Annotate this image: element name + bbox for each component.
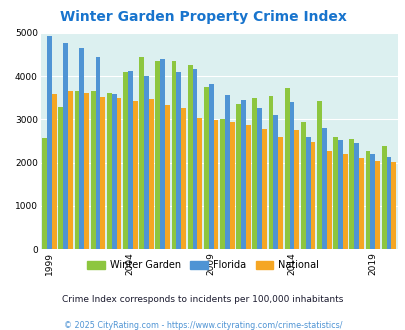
- Bar: [386, 157, 390, 249]
- Bar: [63, 43, 68, 249]
- Bar: [192, 69, 197, 249]
- Bar: [342, 154, 347, 249]
- Bar: [289, 102, 294, 249]
- Bar: [95, 57, 100, 249]
- Text: Crime Index corresponds to incidents per 100,000 inhabitants: Crime Index corresponds to incidents per…: [62, 295, 343, 304]
- Bar: [203, 87, 208, 249]
- Bar: [100, 97, 105, 249]
- Bar: [268, 96, 273, 249]
- Bar: [144, 76, 149, 249]
- Bar: [229, 122, 234, 249]
- Bar: [241, 100, 245, 249]
- Bar: [300, 122, 305, 249]
- Bar: [160, 59, 165, 249]
- Bar: [84, 93, 89, 249]
- Bar: [358, 158, 363, 249]
- Bar: [68, 91, 73, 249]
- Bar: [165, 105, 170, 249]
- Bar: [132, 101, 137, 249]
- Bar: [197, 118, 202, 249]
- Bar: [123, 72, 128, 249]
- Bar: [284, 88, 289, 249]
- Bar: [52, 93, 57, 249]
- Bar: [349, 139, 353, 249]
- Bar: [364, 150, 369, 249]
- Text: © 2025 CityRating.com - https://www.cityrating.com/crime-statistics/: © 2025 CityRating.com - https://www.city…: [64, 321, 341, 330]
- Bar: [176, 72, 181, 249]
- Bar: [224, 95, 229, 249]
- Bar: [155, 61, 160, 249]
- Bar: [58, 107, 63, 249]
- Bar: [333, 137, 337, 249]
- Bar: [213, 120, 218, 249]
- Bar: [305, 137, 310, 249]
- Bar: [245, 125, 250, 249]
- Bar: [47, 36, 52, 249]
- Bar: [75, 91, 79, 249]
- Bar: [310, 142, 315, 249]
- Bar: [390, 162, 395, 249]
- Bar: [116, 98, 121, 249]
- Bar: [316, 101, 321, 249]
- Bar: [107, 93, 111, 249]
- Bar: [337, 140, 342, 249]
- Bar: [257, 108, 262, 249]
- Bar: [220, 119, 224, 249]
- Bar: [273, 115, 277, 249]
- Bar: [139, 57, 144, 249]
- Bar: [171, 61, 176, 249]
- Bar: [90, 91, 95, 249]
- Bar: [149, 99, 153, 249]
- Bar: [208, 84, 213, 249]
- Bar: [262, 129, 266, 249]
- Bar: [326, 151, 331, 249]
- Bar: [374, 160, 379, 249]
- Bar: [128, 71, 132, 249]
- Bar: [111, 93, 116, 249]
- Bar: [42, 138, 47, 249]
- Bar: [236, 104, 241, 249]
- Bar: [277, 137, 282, 249]
- Bar: [187, 65, 192, 249]
- Bar: [369, 153, 374, 249]
- Legend: Winter Garden, Florida, National: Winter Garden, Florida, National: [83, 256, 322, 274]
- Bar: [252, 98, 257, 249]
- Bar: [294, 130, 298, 249]
- Bar: [353, 143, 358, 249]
- Bar: [181, 108, 185, 249]
- Bar: [321, 128, 326, 249]
- Text: Winter Garden Property Crime Index: Winter Garden Property Crime Index: [60, 10, 345, 24]
- Bar: [79, 48, 84, 249]
- Bar: [381, 146, 386, 249]
